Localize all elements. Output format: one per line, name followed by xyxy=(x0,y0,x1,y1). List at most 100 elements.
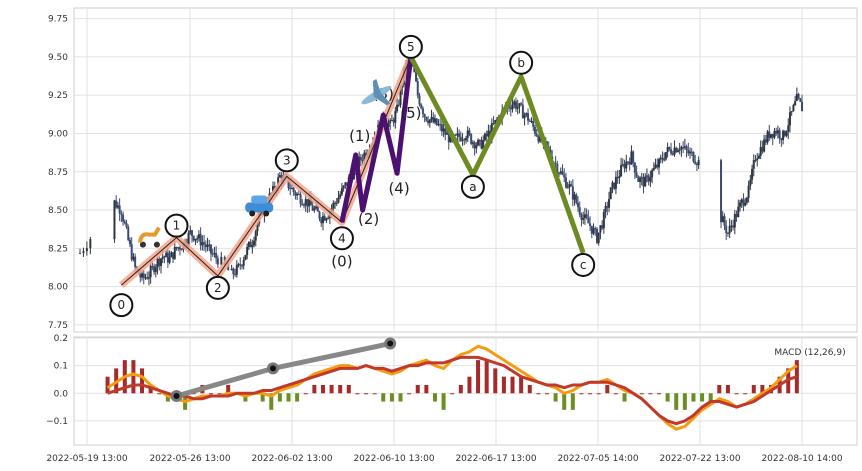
candle-body xyxy=(234,274,237,276)
candle-body xyxy=(556,163,559,174)
candle-body xyxy=(346,182,349,186)
candle-body xyxy=(535,133,538,137)
candle-body xyxy=(311,205,314,211)
candle-body xyxy=(690,151,693,153)
sub-wave-label: (5) xyxy=(400,104,421,122)
candle-body xyxy=(604,206,607,212)
candle-body xyxy=(754,159,757,161)
macd-histogram-bar xyxy=(458,384,463,394)
macd-histogram-bar xyxy=(260,393,265,402)
candle-body xyxy=(211,253,214,255)
candle-body xyxy=(244,255,247,260)
macd-histogram-bar xyxy=(320,384,325,394)
candle-body xyxy=(723,216,726,226)
candle-body xyxy=(122,214,125,222)
candle-body xyxy=(204,244,207,248)
candle-body xyxy=(630,151,633,165)
candle-body xyxy=(680,147,683,150)
candle-body xyxy=(737,206,740,217)
candle-body xyxy=(594,228,597,230)
primary-wave-label-circle xyxy=(398,34,423,59)
candle-body xyxy=(788,112,791,126)
candle-body xyxy=(146,277,149,279)
candle-body xyxy=(297,193,300,195)
candle-body xyxy=(147,277,150,279)
primary-wave-label: 5 xyxy=(407,40,415,54)
candle-body xyxy=(740,199,743,203)
candle-body xyxy=(475,145,478,149)
candle-body xyxy=(158,258,161,266)
macd-panel: MACD (12,26,9) −0.1 0.0 0.1 0.2 2022-05-19 … xyxy=(46,334,858,464)
candle-body xyxy=(668,147,671,150)
macd-histogram-bar xyxy=(140,368,145,394)
candle-body xyxy=(237,264,240,266)
candle-body xyxy=(253,240,256,246)
primary-wave-label: 2 xyxy=(214,281,222,295)
x-tick-label: 2022-07-05 14:00 xyxy=(557,454,638,464)
candle-body xyxy=(578,207,581,215)
candle-body xyxy=(397,104,400,106)
candle-body xyxy=(527,113,530,121)
candle-body xyxy=(651,170,654,178)
candle-body xyxy=(242,259,245,266)
candle-body xyxy=(694,161,697,164)
candle-body xyxy=(666,147,669,153)
candle-body xyxy=(466,130,469,139)
candle-body xyxy=(692,152,695,162)
candle-body xyxy=(780,138,783,141)
macd-histogram-bar xyxy=(579,393,584,395)
candle-body xyxy=(315,206,318,209)
candle-body xyxy=(418,95,421,105)
candle-body xyxy=(558,173,561,175)
primary-wave-label-circle xyxy=(329,226,354,251)
price-tick-label: 9.75 xyxy=(48,15,68,25)
candle-body xyxy=(644,176,647,187)
candle-body xyxy=(757,155,760,159)
candle-body xyxy=(428,119,431,124)
candle-body xyxy=(616,176,619,179)
candle-body xyxy=(447,132,450,143)
price-tick-label: 9.25 xyxy=(48,91,68,101)
candle-body xyxy=(745,197,748,203)
candle-body xyxy=(625,161,628,169)
candle-body xyxy=(227,264,230,271)
macd-histogram-bar xyxy=(286,393,291,402)
candle-body xyxy=(773,130,776,138)
macd-histogram-bar xyxy=(725,384,730,394)
candle-body xyxy=(559,171,562,174)
car-wheel xyxy=(249,210,256,217)
candle-body xyxy=(490,123,493,137)
candle-body xyxy=(787,125,790,132)
macd-title: MACD (12,26,9) xyxy=(774,348,845,358)
macd-histogram-bar xyxy=(501,376,506,394)
candle-body xyxy=(790,111,793,113)
candle-body xyxy=(728,225,731,234)
candle-body xyxy=(294,192,297,196)
candle-body xyxy=(430,117,433,120)
macd-histogram-bar xyxy=(570,393,575,410)
candle-body xyxy=(79,252,81,254)
candle-body xyxy=(187,232,190,245)
macd-histogram-bar xyxy=(691,393,696,402)
candle-body xyxy=(663,159,666,161)
candle-body xyxy=(230,268,233,271)
x-tick-label: 2022-06-10 13:00 xyxy=(353,454,434,464)
candle-body xyxy=(161,256,164,259)
macd-histogram-bar xyxy=(665,393,670,402)
macd-histogram-bar xyxy=(743,393,748,395)
candle-body xyxy=(725,225,728,233)
candle-body xyxy=(339,194,342,198)
x-axis: 2022-05-19 13:00 2022-05-26 13:00 2022-06-… xyxy=(46,454,842,464)
candle-body xyxy=(85,248,88,252)
candle-body xyxy=(478,139,481,141)
candle-body xyxy=(256,223,259,232)
macd-histogram-bar xyxy=(105,376,110,394)
macd-histogram-bar xyxy=(536,393,541,395)
candle-body xyxy=(599,225,602,233)
macd-histogram-bar xyxy=(562,393,567,410)
x-tick-label: 2022-06-17 13:00 xyxy=(455,454,536,464)
candle-body xyxy=(292,187,295,193)
x-tick-label: 2022-05-19 13:00 xyxy=(46,454,127,464)
